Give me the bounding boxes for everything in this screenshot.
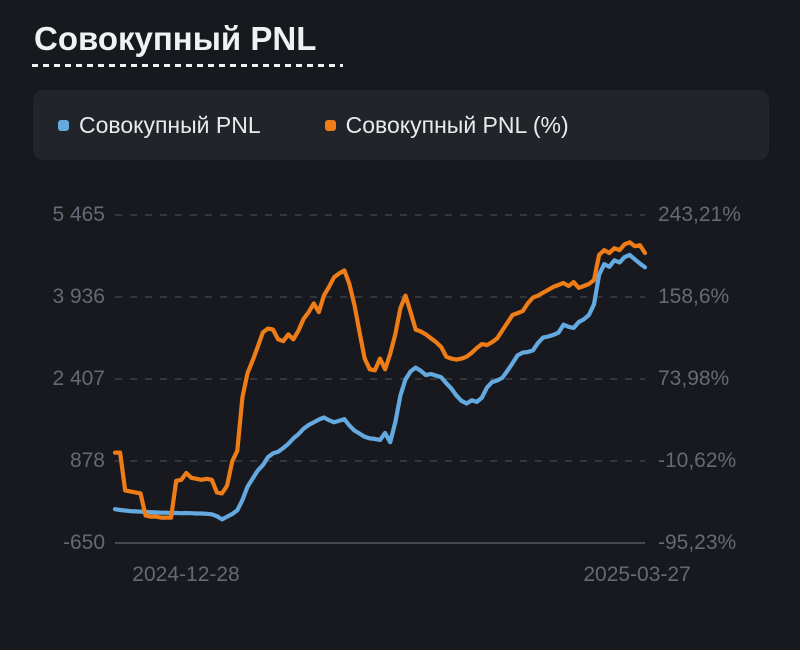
y-axis-right-tick: -95,23%	[658, 531, 737, 554]
y-axis-left-tick: 2 407	[52, 367, 105, 390]
legend-label-pnl-percent: Совокупный PNL (%)	[345, 111, 569, 138]
y-axis-left-tick: -650	[62, 531, 105, 554]
legend-item-pnl-percent[interactable]: Совокупный PNL (%)	[324, 111, 569, 139]
legend-swatch-pnl-icon	[58, 119, 69, 131]
title-underline	[32, 64, 343, 67]
page-title: Совокупный PNL	[34, 20, 317, 57]
x-axis-tick: 2025-03-27	[583, 563, 691, 586]
chart-legend: Совокупный PNL Совокупный PNL (%)	[33, 90, 769, 160]
legend-item-pnl[interactable]: Совокупный PNL	[58, 112, 261, 139]
legend-label-pnl: Совокупный PNL	[79, 111, 261, 138]
series-line-pnl-percent	[112, 240, 648, 520]
y-axis-left-tick: 878	[69, 449, 105, 472]
series-line-pnl	[112, 252, 648, 522]
y-axis-right-tick: 73,98%	[658, 367, 730, 390]
y-axis-left-tick: 3 936	[52, 285, 105, 308]
y-axis-left-tick: 5 465	[52, 203, 105, 226]
x-axis-tick: 2024-12-28	[132, 563, 240, 586]
y-axis-right-tick: 243,21%	[658, 203, 741, 226]
y-axis-right-tick: 158,6%	[658, 285, 730, 308]
legend-swatch-pnl-percent-icon	[324, 119, 336, 131]
y-axis-right-tick: -10,62%	[658, 449, 737, 472]
